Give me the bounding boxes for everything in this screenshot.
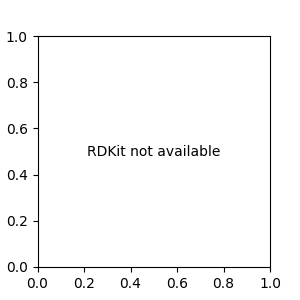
Text: RDKit not available: RDKit not available [87,145,220,158]
